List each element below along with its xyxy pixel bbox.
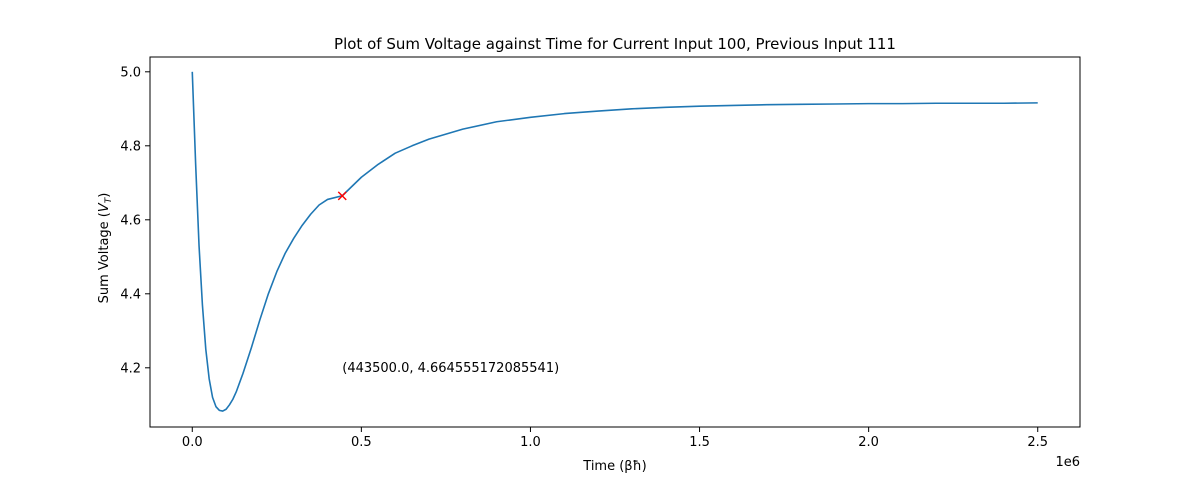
x-tick-label: 1.0 bbox=[520, 435, 541, 450]
y-axis-label: Sum Voltage (VT) bbox=[97, 193, 114, 304]
y-tick-label: 4.8 bbox=[120, 139, 141, 154]
y-axis-label-sub: T bbox=[104, 196, 114, 203]
x-tick-label: 0.5 bbox=[351, 435, 372, 450]
x-tick-label: 2.0 bbox=[858, 435, 879, 450]
chart-title: Plot of Sum Voltage against Time for Cur… bbox=[334, 35, 896, 53]
axes-frame bbox=[149, 56, 1081, 428]
y-tick-label: 5.0 bbox=[120, 65, 141, 80]
series-line bbox=[191, 71, 1038, 412]
y-tick-label: 4.6 bbox=[120, 213, 141, 228]
x-offset-text: 1e6 bbox=[1055, 455, 1080, 470]
plot-frame bbox=[149, 56, 1081, 428]
tick-layer: 0.0 0.5 1.0 1.5 2.0 2.5 4.2 4.4 4.6 4.8 5.0 bbox=[120, 65, 1048, 450]
marker-stroke bbox=[337, 191, 347, 201]
highlight-point-marker bbox=[337, 191, 347, 201]
x-tick-label: 1.5 bbox=[689, 435, 710, 450]
y-axis-label-var: V bbox=[97, 202, 112, 212]
x-tick-label: 0.0 bbox=[182, 435, 203, 450]
y-axis-label-prefix: Sum Voltage ( bbox=[97, 212, 112, 303]
y-axis-label-suffix: ) bbox=[97, 193, 112, 198]
point-annotation: (443500.0, 4.664555172085541) bbox=[342, 361, 559, 376]
x-axis-label: Time (βħ) bbox=[582, 459, 646, 474]
y-tick-label: 4.4 bbox=[120, 287, 141, 302]
line-layer bbox=[191, 71, 1038, 412]
x-tick-label: 2.5 bbox=[1027, 435, 1048, 450]
marker-layer bbox=[337, 191, 347, 201]
y-tick-label: 4.2 bbox=[120, 361, 141, 376]
